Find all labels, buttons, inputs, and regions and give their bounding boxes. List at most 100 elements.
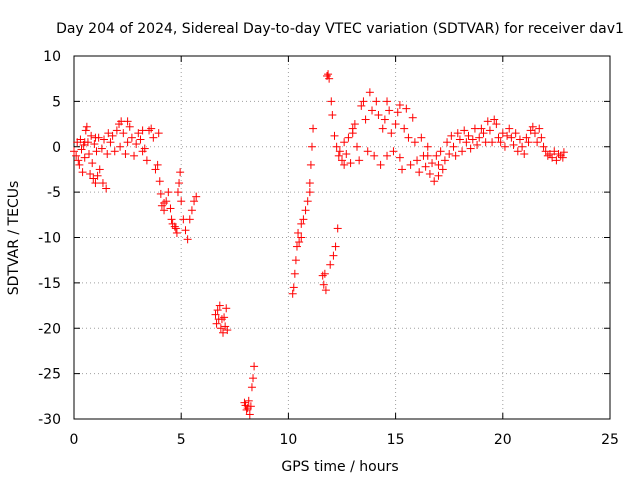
data-point-plus [220,313,229,322]
data-point-plus [408,113,417,122]
data-point-plus [242,405,251,414]
data-point-plus [244,396,253,405]
data-point-plus [153,160,162,169]
x-tick-label: 5 [177,432,186,448]
data-point-plus [123,138,132,147]
data-point-plus [93,171,102,180]
axis-ticks [73,55,611,420]
data-point-plus [421,162,430,171]
data-point-plus [380,115,389,124]
data-point-plus [299,215,308,224]
y-tick-label: -10 [38,231,61,247]
y-tick-labels: 10 5 0 -5 -10 -15 -20 -25 -30 [38,49,61,428]
data-point-plus [479,129,488,138]
y-tick-label: 10 [43,49,61,65]
data-points [70,70,568,419]
x-tick-label: 20 [494,432,512,448]
data-point-plus [78,168,87,177]
data-point-plus [376,160,385,169]
data-point-plus [385,106,394,115]
data-point-plus [212,319,221,328]
data-point-plus [520,150,529,159]
y-tick-label: -15 [38,276,61,292]
data-point-plus [80,153,89,162]
data-point-plus [175,179,184,188]
data-point-plus [490,115,499,124]
data-point-plus [72,151,81,160]
x-tick-labels: 0 5 10 15 20 25 [70,432,619,448]
data-point-plus [468,135,477,144]
data-point-plus [294,228,303,237]
data-point-plus [216,324,225,333]
data-point-plus [415,168,424,177]
data-point-plus [340,138,349,147]
data-point-plus [309,124,318,133]
data-point-plus [167,215,176,224]
y-tick-label: -5 [47,185,61,201]
data-point-plus [333,224,342,233]
data-point-plus [86,169,95,178]
data-point-plus [217,315,226,324]
data-point-plus [305,188,314,197]
data-point-plus [342,150,351,159]
data-point-plus [449,142,458,151]
data-point-plus [344,133,353,142]
data-point-plus [346,159,355,168]
data-point-plus [432,151,441,160]
data-point-plus [330,131,339,140]
data-point-plus [417,133,426,142]
data-point-plus [464,131,473,140]
y-tick-label: 0 [52,140,61,156]
data-point-plus [108,131,117,140]
data-point-plus [247,383,256,392]
data-point-plus [166,204,175,213]
data-point-plus [434,171,443,180]
data-point-plus [353,142,362,151]
data-point-plus [162,197,171,206]
data-point-plus [473,140,482,149]
data-point-plus [192,192,201,201]
data-point-plus [181,226,190,235]
x-tick-label: 0 [70,432,79,448]
data-point-plus [91,133,100,142]
data-point-plus [75,160,84,169]
data-point-plus [410,138,419,147]
data-point-plus [303,197,312,206]
data-point-plus [301,206,310,215]
data-point-plus [494,133,503,142]
data-point-plus [552,156,561,165]
data-point-plus [326,260,335,269]
data-point-plus [91,179,100,188]
data-point-plus [112,126,121,135]
data-point-plus [383,151,392,160]
data-point-plus [492,120,501,129]
data-point-plus [556,151,565,160]
data-point-plus [100,135,109,144]
data-point-plus [106,138,115,147]
data-point-plus [319,280,328,289]
x-axis-title: GPS time / hours [281,459,398,475]
data-point-plus [154,129,163,138]
data-point-plus [321,286,330,295]
data-point-plus [332,142,341,151]
data-point-plus [155,177,164,186]
data-point-plus [213,306,222,315]
data-point-plus [365,88,374,97]
data-point-plus [357,101,366,110]
data-point-plus [539,142,548,151]
data-point-plus [453,129,462,138]
data-point-plus [70,147,78,156]
data-point-plus [103,150,112,159]
data-point-plus [81,126,90,135]
data-point-plus [404,133,413,142]
data-point-plus [488,138,497,147]
data-point-plus [526,126,535,135]
y-tick-label: -25 [38,367,61,383]
data-point-plus [402,104,411,113]
data-point-plus [151,165,160,174]
data-point-plus [395,153,404,162]
data-point-plus [88,159,97,168]
data-point-plus [559,148,568,157]
data-point-plus [359,97,368,106]
